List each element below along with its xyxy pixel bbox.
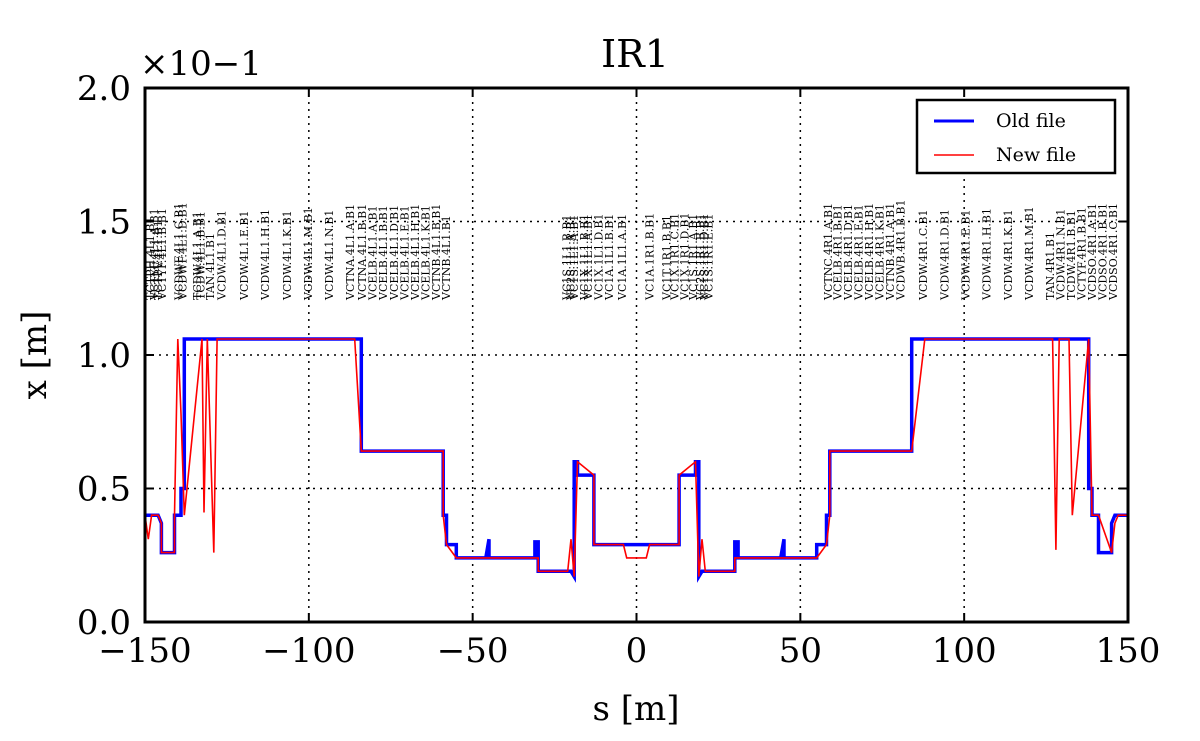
element-label: VCTYF.4L1.B.B1 (156, 208, 169, 301)
element-label: VC1S.1L1.B.B1 (560, 215, 573, 301)
legend-label-new-file: New file (996, 144, 1076, 166)
element-label: TCDW.4R1.B.B1 (1065, 210, 1078, 300)
legend-box (915, 98, 1117, 175)
y-tick-label: 0.5 (77, 470, 131, 510)
element-label: VCDW.4L1.K.B1 (281, 210, 294, 301)
y-tick-label: 1.0 (77, 336, 131, 376)
element-label: VC1X.1L1.B.B1 (578, 214, 591, 301)
element-label: VCELB.4L1.E.B1 (399, 205, 412, 301)
element-label: VCDW.4R1.N.B1 (1055, 209, 1068, 301)
element-label: VCTNA.4L1.A.B1 (344, 204, 357, 301)
element-label: VC2S.1R1.B.B1 (694, 214, 707, 301)
x-axis-label: s [m] (592, 689, 679, 729)
x-tick-label: 0 (626, 631, 648, 671)
element-label: VCDW.4L1.D.B1 (216, 210, 229, 301)
y-axis-label: x [m] (15, 311, 55, 400)
element-label: VCELB.4L1.K.B1 (419, 205, 432, 301)
element-label: VCDW.4L1.H.B1 (259, 209, 272, 301)
element-label: TAN.4L1.B1 (204, 233, 217, 300)
axis-ticks: −150 −100 −50 0 50 100 150 0.0 0.5 1.0 1.5 2.0 (77, 69, 1161, 671)
element-label: VC1S.1R1.D.B1 (698, 213, 711, 301)
element-label: TCDW.4L1.B.B1 (195, 211, 208, 300)
element-label: VCTNB.4R1.A.B1 (884, 203, 897, 301)
axis-scale-factor: ×10−1 (140, 44, 262, 84)
element-label: VCDWF.4L1.C.B1 (172, 203, 185, 301)
element-label: VC1A.1L1.A.B1 (616, 214, 629, 301)
element-labels: TCTPH.4L1.B1VCTYF.4L1.A.B1TCTPV.4L1.B1VC… (144, 199, 1120, 301)
x-tick-label: −150 (98, 631, 191, 671)
grid-lines (145, 88, 1128, 622)
element-label: VC1X.1L1.A.B1 (582, 214, 595, 301)
element-label: VCELB.4R1.D.B1 (842, 204, 855, 301)
element-label: VCDSO.4R1.A.B1 (1086, 203, 1099, 301)
x-tick-label: 50 (779, 631, 822, 671)
element-label: VC1X.1L1.D.B1 (592, 214, 605, 302)
series-lines (144, 337, 1128, 583)
legend-label-old-file: Old file (996, 110, 1066, 132)
element-label: VCTNA.4L1.B.B1 (356, 204, 369, 301)
y-tick-label: 0.0 (77, 603, 131, 643)
element-label: TCDW.4L1.A.B1 (191, 211, 204, 300)
element-label: VCTYF.4R1.B.B1 (1075, 207, 1088, 301)
element-label: VC1A.1L1.B.B1 (603, 214, 616, 301)
element-label: TCTPV.4L1.B1 (152, 220, 165, 300)
element-label: VCDW.4L1.N.B1 (323, 210, 336, 301)
element-label: VCTYF.4L1.A.B1 (148, 208, 161, 301)
x-tick-label: 150 (1096, 631, 1161, 671)
element-label: VC2S.1L1.A.B1 (564, 215, 577, 301)
element-label: VC1X.1R1.D.B1 (678, 213, 691, 301)
element-label: VCELB.4R1.H.B1 (863, 203, 876, 301)
element-label: VCDW.4R1.E.B1 (959, 210, 972, 301)
element-label: VCDW.4R1.M.B1 (1023, 206, 1036, 301)
y-tick-label: 1.5 (77, 203, 131, 243)
element-label: VCDWB.4R1.B.B1 (895, 199, 908, 301)
element-label: VCELB.4R1.K.B1 (874, 204, 887, 301)
element-label: VCDSO.4R1.C.B1 (1107, 203, 1120, 301)
element-label: VCELB.4L1.A.B1 (366, 205, 379, 301)
series-line-new-file (144, 338, 1128, 577)
element-label: VCTNB.4L1.B1 (440, 215, 453, 301)
element-label: VC1S.1R1.A.B1 (687, 214, 700, 301)
element-label: VCELB.4R1.B.B1 (832, 204, 845, 301)
element-label: VCDSO.4R1.B.B1 (1096, 203, 1109, 301)
y-tick-label: 2.0 (77, 69, 131, 109)
element-label: VC1T.1R1.B.B1 (661, 215, 674, 301)
element-label: TAN.4R1.B1 (1044, 232, 1057, 300)
element-label: VC1A.1R1.B.B1 (644, 213, 657, 301)
element-label: VCTNB.4L1.B.B1 (430, 204, 443, 301)
element-label: TCTPH.4L1.B1 (144, 217, 157, 300)
x-tick-label: 100 (932, 631, 997, 671)
element-label: VC1X.1R1.C.B1 (669, 213, 682, 301)
element-label: VCELB.4L1.B.B1 (377, 205, 390, 301)
element-label: VCTNC.4R1.A.B1 (822, 203, 835, 301)
element-label: VCELB.4R1.E.B1 (853, 204, 866, 301)
chart-title: IR1 (601, 32, 669, 76)
x-tick-label: −100 (262, 631, 355, 671)
series-line-old-file (145, 337, 1128, 583)
element-label: VCDW.4L1.M.B1 (302, 207, 315, 301)
element-label: VCELB.4L1.H.B1 (409, 204, 422, 301)
element-label: VCDW.4R1.D.B1 (939, 209, 952, 301)
element-label: VCDW.4L1.E.B1 (238, 211, 251, 301)
element-label: VCELB.4L1.D.B1 (388, 205, 401, 301)
x-tick-label: −50 (437, 631, 509, 671)
element-label: VCDWF.4L1.D.B1 (176, 202, 189, 301)
element-label: VCDW.4R1.H.B1 (980, 208, 993, 301)
element-label: VCDW.4R1.C.B1 (917, 210, 930, 301)
element-label: VCDW.4R1.K.B1 (1002, 209, 1015, 301)
element-label: VC1S.1R1.E.B1 (703, 214, 716, 301)
legend: Old file New file (915, 98, 1117, 175)
element-label: VC1S.1L1.A.B1 (568, 215, 581, 301)
